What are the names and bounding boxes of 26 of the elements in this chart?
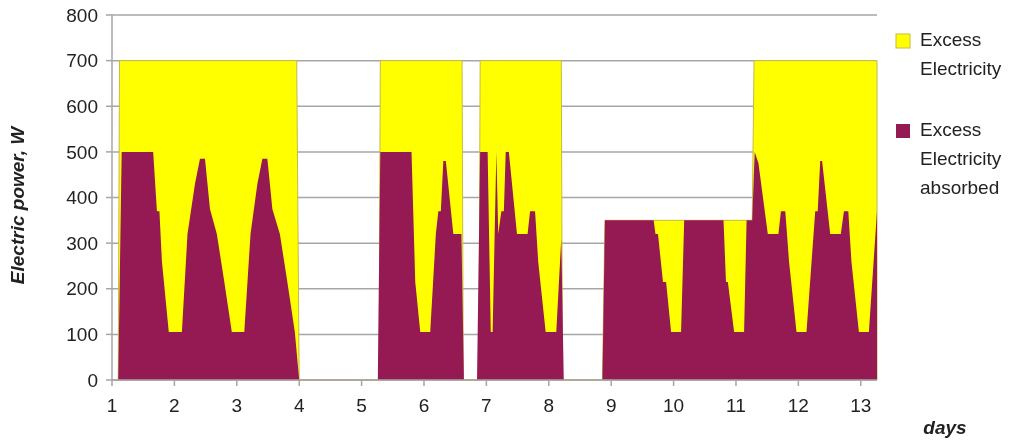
y-tick-label: 100 (66, 324, 98, 346)
y-tick-label: 0 (87, 369, 98, 391)
x-tick-label: 5 (356, 395, 367, 416)
x-tick-label: 1 (106, 395, 118, 416)
x-tick-label: 11 (726, 395, 746, 416)
y-tick-label: 500 (66, 141, 98, 163)
x-tick-label: 9 (605, 395, 617, 416)
x-tick-label: 4 (293, 395, 305, 416)
y-tick-label: 200 (66, 278, 98, 300)
x-tick-label: 8 (543, 395, 555, 416)
x-tick-label: 12 (787, 395, 809, 416)
y-tick-label: 300 (66, 232, 98, 254)
y-tick-label: 600 (66, 95, 98, 117)
y-tick-label: 700 (66, 50, 98, 72)
y-tick-label: 400 (66, 187, 98, 209)
y-tick-label: 800 (66, 4, 98, 26)
x-tick-label: 7 (481, 395, 492, 416)
legend-label: Excess Electricity (920, 29, 1002, 79)
x-tick-label: 13 (850, 395, 872, 416)
legend-label: Excess Electricity absorbed (920, 119, 1002, 198)
x-axis-title: days (923, 417, 967, 438)
x-tick-label: 2 (169, 395, 180, 416)
x-tick-label: 6 (418, 395, 430, 416)
y-axis-title: Electric power, W (7, 124, 28, 285)
x-tick-label: 3 (231, 395, 243, 416)
x-tick-label: 10 (663, 395, 685, 416)
